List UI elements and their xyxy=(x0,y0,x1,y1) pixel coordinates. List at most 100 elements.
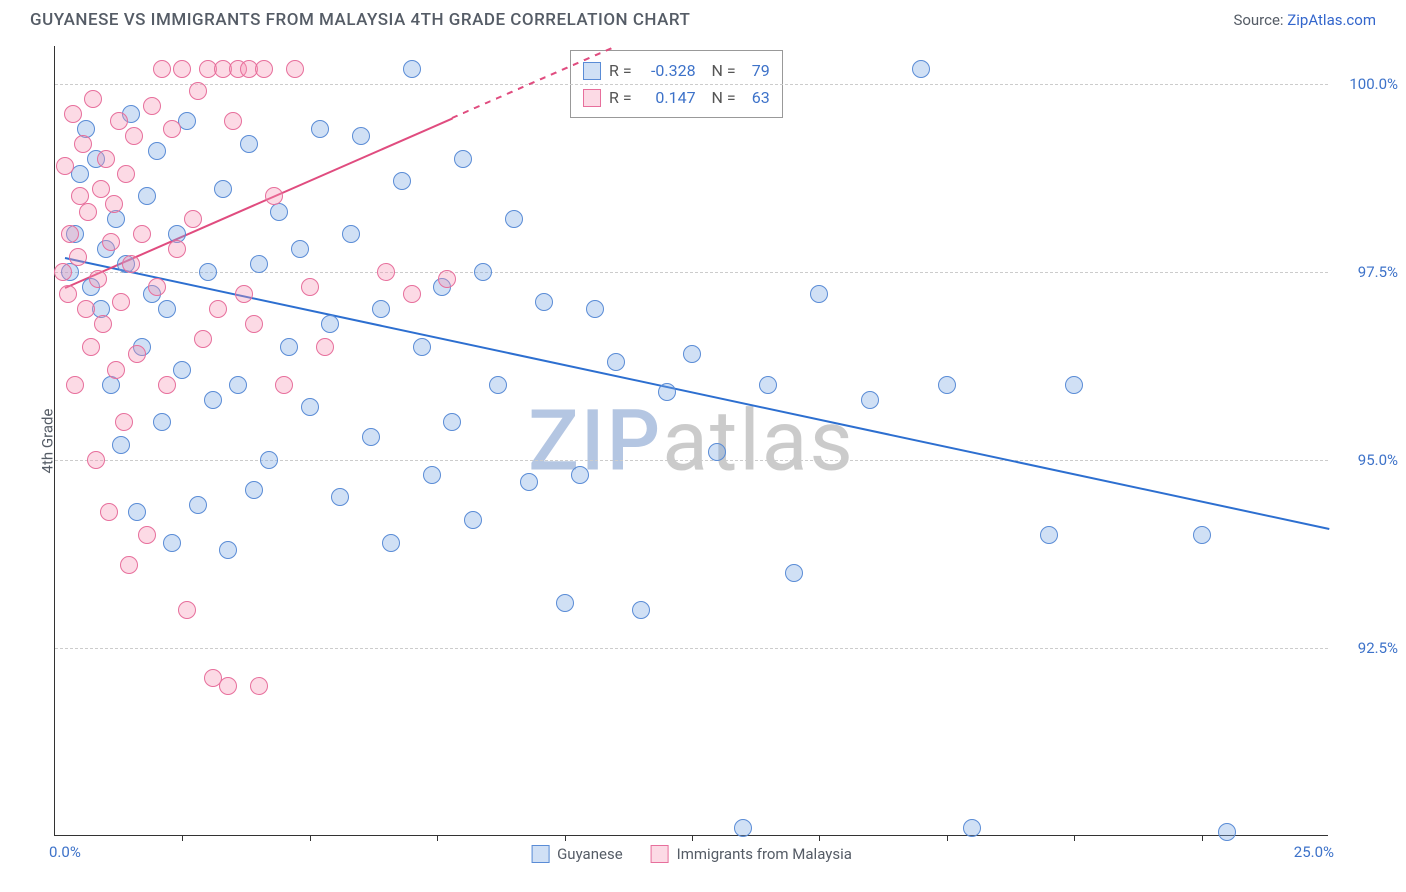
data-point xyxy=(138,526,156,544)
gridline xyxy=(55,460,1328,461)
data-point xyxy=(158,376,176,394)
data-point xyxy=(110,112,128,130)
data-point xyxy=(810,285,828,303)
data-point xyxy=(291,240,309,258)
source-attribution: Source: ZipAtlas.com xyxy=(1233,11,1376,29)
data-point xyxy=(265,187,283,205)
data-point xyxy=(403,285,421,303)
data-point xyxy=(56,157,74,175)
data-point xyxy=(54,263,72,281)
x-max-label: 25.0% xyxy=(1294,843,1334,861)
y-tick-label: 95.0% xyxy=(1338,451,1398,469)
data-point xyxy=(163,120,181,138)
data-point xyxy=(178,601,196,619)
data-point xyxy=(133,225,151,243)
y-tick-label: 100.0% xyxy=(1338,75,1398,93)
x-tick xyxy=(819,835,820,841)
data-point xyxy=(82,338,100,356)
data-point xyxy=(571,466,589,484)
data-point xyxy=(377,263,395,281)
data-point xyxy=(74,135,92,153)
data-point xyxy=(229,376,247,394)
data-point xyxy=(128,345,146,363)
r-label: R = xyxy=(609,57,632,84)
data-point xyxy=(586,300,604,318)
data-point xyxy=(107,210,125,228)
data-point xyxy=(204,391,222,409)
data-point xyxy=(556,594,574,612)
data-point xyxy=(734,819,752,837)
data-point xyxy=(100,503,118,521)
data-point xyxy=(112,436,130,454)
stats-row: R = -0.328 N = 79 xyxy=(583,57,770,84)
data-point xyxy=(245,481,263,499)
data-point xyxy=(255,60,273,78)
source-link[interactable]: ZipAtlas.com xyxy=(1287,11,1376,29)
data-point xyxy=(759,376,777,394)
data-point xyxy=(280,338,298,356)
data-point xyxy=(112,293,130,311)
data-point xyxy=(89,270,107,288)
data-point xyxy=(413,338,431,356)
chart-title: GUYANESE VS IMMIGRANTS FROM MALAYSIA 4TH… xyxy=(30,10,690,30)
data-point xyxy=(107,361,125,379)
data-point xyxy=(372,300,390,318)
data-point xyxy=(71,165,89,183)
x-tick xyxy=(310,835,311,841)
data-point xyxy=(92,180,110,198)
x-tick xyxy=(437,835,438,841)
n-label: N = xyxy=(704,57,736,84)
data-point xyxy=(520,473,538,491)
y-axis-title: 4th Grade xyxy=(38,408,56,473)
data-point xyxy=(219,677,237,695)
data-point xyxy=(194,330,212,348)
data-point xyxy=(1218,823,1236,841)
data-point xyxy=(286,60,304,78)
legend: Guyanese Immigrants from Malaysia xyxy=(531,845,852,863)
legend-swatch xyxy=(531,845,549,863)
data-point xyxy=(66,376,84,394)
data-point xyxy=(235,285,253,303)
data-point xyxy=(148,278,166,296)
data-point xyxy=(105,195,123,213)
data-point xyxy=(148,142,166,160)
data-point xyxy=(69,248,87,266)
legend-item: Guyanese xyxy=(531,845,623,863)
data-point xyxy=(316,338,334,356)
data-point xyxy=(454,150,472,168)
legend-label: Immigrants from Malaysia xyxy=(677,845,852,863)
legend-label: Guyanese xyxy=(557,845,623,863)
data-point xyxy=(275,376,293,394)
data-point xyxy=(64,105,82,123)
data-point xyxy=(301,278,319,296)
data-point xyxy=(122,255,140,273)
data-point xyxy=(311,120,329,138)
data-point xyxy=(117,165,135,183)
source-label: Source: xyxy=(1233,11,1287,29)
data-point xyxy=(393,172,411,190)
x-tick xyxy=(565,835,566,841)
data-point xyxy=(173,60,191,78)
x-tick xyxy=(1074,835,1075,841)
data-point xyxy=(214,180,232,198)
stats-row: R = 0.147 N = 63 xyxy=(583,84,770,111)
series-swatch xyxy=(583,62,601,80)
data-point xyxy=(489,376,507,394)
n-value: 79 xyxy=(744,57,770,84)
x-tick xyxy=(182,835,183,841)
x-tick xyxy=(692,835,693,841)
data-point xyxy=(79,203,97,221)
data-point xyxy=(382,534,400,552)
data-point xyxy=(331,488,349,506)
data-point xyxy=(321,315,339,333)
data-point xyxy=(260,451,278,469)
data-point xyxy=(138,187,156,205)
data-point xyxy=(125,127,143,145)
data-point xyxy=(443,413,461,431)
data-point xyxy=(199,263,217,281)
series-swatch xyxy=(583,89,601,107)
data-point xyxy=(250,255,268,273)
data-point xyxy=(362,428,380,446)
data-point xyxy=(224,112,242,130)
data-point xyxy=(153,60,171,78)
